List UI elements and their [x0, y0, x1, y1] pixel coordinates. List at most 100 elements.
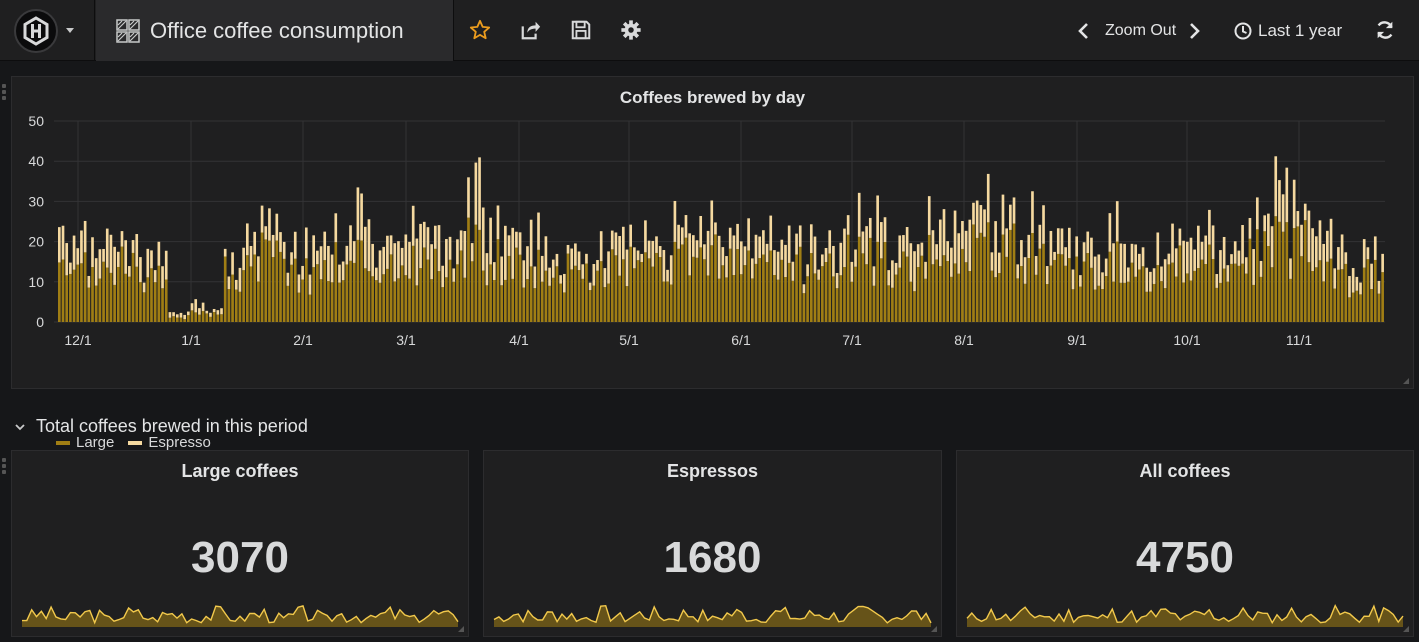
bar-large: [190, 310, 194, 322]
bar-large: [360, 240, 363, 322]
bar-large: [1344, 263, 1348, 322]
bar-espresso: [518, 232, 522, 255]
bar-espresso: [621, 226, 625, 260]
bar-large: [920, 255, 924, 322]
bar-large: [684, 237, 688, 322]
bar-espresso: [1233, 241, 1237, 264]
bar-large: [551, 277, 555, 322]
bar-large: [714, 234, 717, 322]
resize-handle-icon[interactable]: [457, 625, 465, 633]
bar-large: [445, 277, 448, 322]
bar-large: [894, 274, 898, 322]
bar-espresso: [950, 247, 953, 277]
bar-large: [139, 282, 142, 322]
bar-espresso: [559, 275, 562, 284]
save-button[interactable]: [568, 17, 594, 43]
bar-espresso: [1034, 256, 1038, 275]
bar-large: [633, 268, 636, 322]
y-tick-label: 30: [28, 193, 44, 209]
bar-large: [717, 278, 721, 322]
bar-espresso: [1119, 243, 1123, 283]
x-tick-label: 3/1: [396, 332, 416, 348]
bar-large: [581, 278, 585, 322]
bar-espresso: [692, 235, 695, 257]
bar-espresso: [282, 241, 286, 259]
bar-espresso: [260, 205, 264, 233]
bar-espresso: [201, 302, 205, 312]
bar-espresso: [1351, 268, 1355, 293]
bar-espresso: [515, 231, 518, 248]
bar-large: [1244, 273, 1248, 322]
bar-espresso: [1300, 224, 1303, 257]
resize-handle-icon[interactable]: [1402, 625, 1410, 633]
star-icon: [469, 19, 491, 40]
bar-espresso: [821, 254, 824, 267]
panel-title[interactable]: Coffees brewed by day: [619, 88, 806, 107]
star-button[interactable]: [467, 17, 493, 43]
bar-large: [1370, 289, 1373, 322]
stat-title[interactable]: All coffees: [1139, 461, 1231, 481]
chevron-right-icon[interactable]: [1186, 22, 1202, 40]
bar-large: [1267, 246, 1270, 322]
bar-espresso: [345, 245, 349, 265]
bar-large: [957, 273, 961, 322]
bar-large: [728, 248, 732, 322]
bar-large: [124, 273, 128, 322]
legend-item-espresso[interactable]: Espresso: [128, 434, 211, 451]
grafana-menu-button[interactable]: [0, 0, 95, 61]
share-button[interactable]: [518, 17, 544, 43]
row-drag-handle[interactable]: [2, 84, 8, 102]
time-range-picker[interactable]: Last 1 year: [1234, 0, 1342, 61]
bar-chart: 0 10 20 30 40 50 12/1 1/1 2/1 3/1 4/1 5/1 6/1 7/1 8/1 9…: [28, 113, 1385, 348]
bar-large: [1318, 260, 1322, 322]
zoom-out-button[interactable]: Zoom Out: [1105, 21, 1177, 39]
bar-large: [80, 263, 83, 322]
bar-espresso: [187, 311, 190, 316]
bar-large: [537, 249, 540, 322]
bar-large: [448, 259, 452, 322]
row-header[interactable]: Total coffees brewed in this period: [14, 416, 308, 437]
bar-large: [1373, 259, 1377, 322]
bar-large: [743, 265, 747, 322]
bar-large: [58, 262, 61, 322]
bar-espresso: [1075, 236, 1079, 257]
bar-espresso: [765, 243, 769, 263]
bar-espresso: [268, 208, 271, 241]
bar-espresso: [411, 205, 415, 246]
bar-espresso: [304, 227, 308, 259]
stat-title[interactable]: Espressos: [666, 461, 759, 481]
bar-large: [72, 269, 76, 322]
bar-espresso: [1042, 205, 1045, 244]
bar-large: [769, 250, 773, 322]
bar-espresso: [183, 314, 186, 320]
bar-large: [876, 241, 879, 322]
bar-espresso: [728, 227, 732, 249]
bar-espresso: [179, 312, 183, 318]
bar-espresso: [986, 173, 990, 223]
legend-item-large[interactable]: Large: [56, 434, 114, 451]
bar-large: [1255, 229, 1259, 322]
bar-large: [131, 252, 135, 322]
bar-large: [1067, 258, 1071, 322]
bar-espresso: [253, 231, 257, 255]
bar-espresso: [1326, 230, 1329, 262]
bar-espresso: [459, 230, 463, 251]
row-drag-handle[interactable]: [2, 458, 8, 476]
bar-large: [201, 311, 205, 322]
bar-large: [367, 271, 371, 322]
resize-handle-icon[interactable]: [930, 625, 938, 633]
chevron-left-icon[interactable]: [1076, 22, 1092, 40]
bar-large: [459, 250, 463, 322]
settings-button[interactable]: [618, 17, 644, 43]
chart-legend: Large Espresso: [56, 434, 225, 451]
stat-title[interactable]: Large coffees: [181, 461, 299, 481]
bar-large: [1270, 267, 1274, 322]
dashboard-picker[interactable]: Office coffee consumption: [96, 0, 454, 61]
bar-large: [1160, 281, 1163, 322]
resize-handle-icon[interactable]: [1402, 377, 1410, 385]
bar-espresso: [164, 250, 168, 280]
refresh-button[interactable]: [1372, 17, 1398, 43]
bar-espresso: [721, 247, 725, 266]
bar-espresso: [658, 246, 662, 258]
bar-espresso: [636, 250, 640, 261]
